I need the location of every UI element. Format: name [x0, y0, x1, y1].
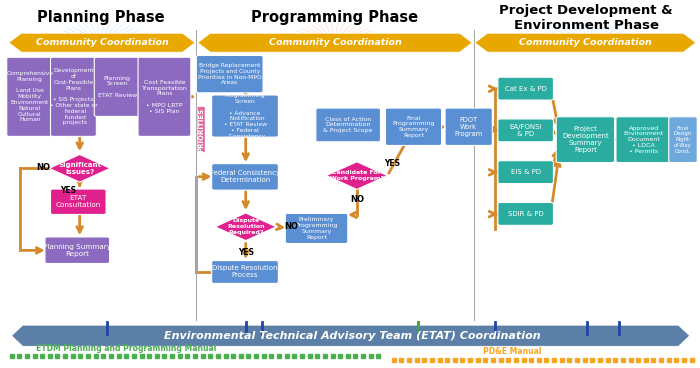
Text: Significant
Issues?: Significant Issues? [58, 162, 102, 175]
Text: NO: NO [284, 222, 298, 231]
Polygon shape [198, 33, 472, 52]
Polygon shape [326, 162, 387, 190]
Text: EA/FONSI
& PD: EA/FONSI & PD [510, 124, 542, 137]
Text: ETDM Planning and Programming Manual: ETDM Planning and Programming Manual [36, 344, 216, 353]
FancyBboxPatch shape [556, 117, 615, 163]
Text: YES: YES [238, 248, 253, 258]
FancyBboxPatch shape [385, 108, 442, 145]
FancyBboxPatch shape [50, 57, 97, 137]
Text: EIS & PD: EIS & PD [510, 169, 540, 175]
Text: Planning
Screen

ETAT Review: Planning Screen ETAT Review [97, 75, 136, 98]
Text: YES: YES [61, 185, 76, 195]
Text: PD&E Manual: PD&E Manual [482, 347, 541, 357]
Polygon shape [49, 155, 110, 182]
Text: Federal Consistency
Determination: Federal Consistency Determination [210, 170, 280, 183]
Text: Environmental Technical Advisory Team (ETAT) Coordination: Environmental Technical Advisory Team (E… [164, 331, 540, 341]
Text: Project
Development
Summary
Report: Project Development Summary Report [562, 126, 609, 153]
Text: Comprehensive
Planning

Land Use
Mobility
Environment
Natural
Cultural
Human: Comprehensive Planning Land Use Mobility… [6, 71, 53, 123]
FancyBboxPatch shape [138, 57, 191, 137]
Text: Candidate For
Work Program?: Candidate For Work Program? [330, 170, 384, 181]
FancyBboxPatch shape [316, 108, 381, 142]
Text: Community Coordination: Community Coordination [36, 38, 168, 47]
FancyBboxPatch shape [498, 161, 554, 184]
Polygon shape [215, 213, 276, 241]
FancyBboxPatch shape [498, 119, 554, 142]
FancyBboxPatch shape [286, 213, 348, 244]
Polygon shape [475, 33, 696, 52]
Text: Bridge Replacement
Projects and County
Priorities in Non-MPO
Areas: Bridge Replacement Projects and County P… [198, 63, 262, 85]
Text: Preliminary
Programming
Summary
Report: Preliminary Programming Summary Report [295, 217, 337, 240]
Text: Programming Phase: Programming Phase [251, 10, 418, 25]
Text: Dispute
Resolution
Required?: Dispute Resolution Required? [227, 219, 265, 235]
Text: Cost Feasible
Transportation
Plans

• MPO LRTP
• SIS Plan: Cost Feasible Transportation Plans • MPO… [141, 80, 188, 114]
Text: Planning Summary
Report: Planning Summary Report [43, 244, 111, 257]
Text: FDOT
Work
Program: FDOT Work Program [454, 117, 483, 137]
Polygon shape [12, 325, 690, 346]
FancyBboxPatch shape [211, 95, 279, 137]
Text: Final
Programming
Summary
Report: Final Programming Summary Report [392, 116, 435, 138]
FancyBboxPatch shape [498, 202, 554, 225]
Text: Approved
Environment
Document
• LDCA
• Permits: Approved Environment Document • LDCA • P… [624, 125, 664, 154]
FancyBboxPatch shape [50, 189, 106, 215]
FancyBboxPatch shape [211, 164, 279, 190]
FancyBboxPatch shape [7, 57, 52, 137]
Text: Class of Action
Determination
& Project Scope: Class of Action Determination & Project … [323, 117, 373, 133]
Text: Cat Ex & PD: Cat Ex & PD [505, 86, 547, 92]
Text: Dispute Resolution
Process: Dispute Resolution Process [212, 265, 278, 279]
FancyBboxPatch shape [45, 237, 110, 263]
Text: YES: YES [384, 159, 400, 168]
FancyBboxPatch shape [211, 261, 279, 283]
Text: NO: NO [350, 195, 364, 204]
Text: PRIORITIES: PRIORITIES [198, 107, 204, 152]
FancyBboxPatch shape [94, 57, 140, 116]
FancyBboxPatch shape [498, 77, 554, 100]
Text: ETAT
Consultation: ETAT Consultation [56, 195, 101, 208]
Text: Final
Design
Right-
of-Way
Const.: Final Design Right- of-Way Const. [674, 125, 692, 154]
Text: Community Coordination: Community Coordination [269, 38, 401, 47]
FancyBboxPatch shape [197, 56, 263, 93]
FancyBboxPatch shape [445, 108, 492, 145]
Text: NO: NO [36, 163, 50, 172]
Text: Programming
Screen

• Advance
  Notification
• ETAT Review
• Federal
  Consisten: Programming Screen • Advance Notificatio… [223, 93, 267, 139]
Polygon shape [9, 33, 195, 52]
FancyBboxPatch shape [668, 117, 697, 163]
Text: Planning Phase: Planning Phase [36, 10, 164, 25]
Text: SDIR & PD: SDIR & PD [508, 211, 543, 217]
Text: Community Coordination: Community Coordination [519, 38, 652, 47]
Text: Project Development &
Environment Phase: Project Development & Environment Phase [499, 4, 673, 32]
Text: Development
of
Cost-Feasible
Plans

• SIS Projects
• Other state or
  federal
  : Development of Cost-Feasible Plans • SIS… [50, 68, 97, 125]
FancyBboxPatch shape [616, 117, 671, 163]
